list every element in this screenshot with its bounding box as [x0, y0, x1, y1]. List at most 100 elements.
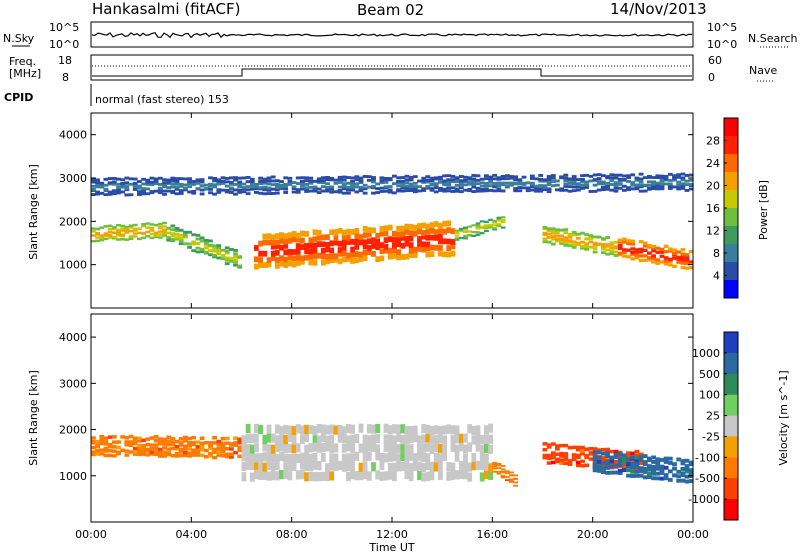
heatmap-cell	[425, 433, 431, 443]
heatmap-cell	[111, 445, 117, 449]
heatmap-cell	[634, 449, 640, 454]
heatmap-cell	[500, 175, 506, 178]
power-ylabel: Slant Range [km]	[27, 164, 40, 260]
heatmap-cell	[291, 461, 297, 471]
heatmap-cell	[379, 230, 385, 237]
heatmap-cell	[187, 180, 192, 184]
heatmap-cell	[212, 447, 217, 452]
heatmap-cell	[609, 449, 615, 454]
heatmap-cell	[471, 435, 477, 445]
heatmap-cell	[329, 424, 335, 434]
heatmap-cell	[617, 251, 623, 256]
heatmap-cell	[667, 247, 673, 251]
heatmap-cell	[471, 461, 477, 471]
heatmap-cell	[584, 245, 590, 248]
heatmap-cell	[609, 455, 615, 460]
heatmap-cell	[383, 453, 389, 463]
heatmap-cell	[496, 463, 502, 465]
heatmap-cell	[308, 259, 314, 266]
heatmap-cell	[617, 243, 623, 247]
heatmap-cell	[676, 478, 682, 483]
heatmap-cell	[174, 229, 180, 233]
heatmap-cell	[546, 461, 552, 465]
heatmap-cell	[463, 453, 468, 464]
heatmap-cell	[634, 453, 640, 458]
heatmap-cell	[479, 472, 485, 482]
heatmap-cell	[308, 248, 314, 255]
heatmap-cell	[170, 237, 176, 241]
heatmap-cell	[496, 470, 502, 473]
heatmap-cell	[592, 468, 598, 473]
heatmap-cell	[274, 453, 280, 464]
heatmap-cell	[621, 250, 627, 254]
heatmap-cell	[346, 462, 351, 472]
heatmap-cell	[634, 186, 640, 190]
heatmap-cell	[392, 191, 397, 195]
heatmap-cell	[166, 189, 172, 193]
heatmap-cell	[329, 453, 335, 463]
heatmap-cell	[325, 182, 330, 186]
heatmap-cell	[224, 251, 230, 255]
heatmap-cell	[153, 179, 159, 183]
heatmap-cell	[546, 227, 552, 231]
heatmap-cell	[421, 452, 427, 462]
heatmap-cell	[320, 181, 326, 185]
velocity-colorbar-tick: -500	[695, 472, 720, 485]
heatmap-cell	[300, 179, 305, 183]
heatmap-cell	[178, 184, 184, 188]
heatmap-cell	[95, 192, 100, 196]
heatmap-cell	[559, 461, 564, 465]
heatmap-cell	[178, 443, 184, 447]
heatmap-cell	[199, 180, 205, 184]
heatmap-cell	[141, 182, 146, 186]
heatmap-cell	[651, 471, 656, 476]
heatmap-cell	[421, 472, 427, 482]
heatmap-cell	[224, 190, 230, 194]
heatmap-cell	[488, 189, 493, 192]
heatmap-cell	[630, 173, 636, 177]
heatmap-cell	[229, 176, 234, 180]
heatmap-cell	[283, 262, 289, 268]
heatmap-cell	[283, 233, 289, 240]
heatmap-cell	[375, 256, 381, 262]
heatmap-cell	[542, 455, 548, 460]
heatmap-cell	[99, 434, 105, 439]
heatmap-cell	[400, 254, 406, 260]
heatmap-cell	[429, 187, 435, 191]
heatmap-cell	[258, 182, 263, 185]
heatmap-cell	[580, 231, 585, 235]
heatmap-cell	[634, 469, 640, 474]
heatmap-cell	[655, 463, 661, 467]
heatmap-cell	[229, 186, 234, 190]
heatmap-cell	[241, 182, 247, 186]
heatmap-cell	[287, 237, 293, 244]
heatmap-cell	[316, 187, 322, 191]
heatmap-cell	[191, 191, 197, 195]
heatmap-cell	[392, 182, 397, 186]
heatmap-cell	[421, 176, 427, 180]
heatmap-cell	[308, 181, 314, 185]
heatmap-cell	[132, 177, 138, 181]
heatmap-cell	[149, 176, 155, 180]
power-colorbar-swatch	[724, 118, 738, 137]
heatmap-cell	[216, 179, 222, 183]
heatmap-cell	[421, 179, 427, 183]
heatmap-cell	[279, 232, 284, 238]
heatmap-cell	[137, 447, 142, 451]
heatmap-cell	[274, 249, 280, 256]
heatmap-cell	[366, 185, 372, 189]
heatmap-cell	[350, 443, 355, 454]
heatmap-cell	[153, 443, 159, 447]
station-title: Hankasalmi (fitACF)	[92, 0, 240, 18]
heatmap-cell	[446, 251, 452, 258]
heatmap-cell	[120, 229, 126, 232]
heatmap-cell	[325, 442, 330, 452]
heatmap-cell	[187, 230, 192, 234]
heatmap-cell	[396, 254, 401, 261]
heatmap-cell	[279, 255, 284, 262]
heatmap-cell	[116, 182, 121, 186]
heatmap-cell	[663, 256, 669, 260]
heatmap-cell	[233, 188, 238, 192]
heatmap-cell	[496, 472, 502, 475]
heatmap-cell	[680, 255, 686, 259]
